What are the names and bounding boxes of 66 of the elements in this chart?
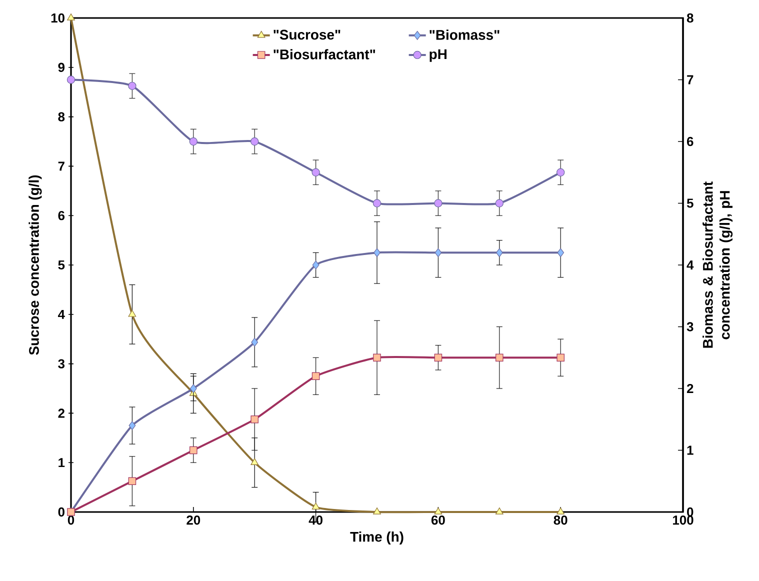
y2-tick-label: 1 bbox=[687, 446, 694, 455]
point bbox=[190, 446, 198, 454]
y2-tick-label: 0 bbox=[687, 507, 694, 517]
point bbox=[67, 14, 75, 20]
legend-label: "Sucrose" bbox=[274, 30, 340, 40]
x-tick-label: 40 bbox=[308, 516, 322, 525]
y2-tick-label: 4 bbox=[686, 260, 694, 270]
legend-label: pH bbox=[430, 49, 446, 62]
point bbox=[66, 76, 76, 84]
y-tick-label: 10 bbox=[51, 13, 64, 23]
x-axis-title: Time (h) bbox=[350, 532, 404, 545]
point bbox=[373, 354, 381, 362]
point bbox=[556, 354, 564, 362]
x-tick-label: 100 bbox=[673, 516, 694, 525]
point bbox=[250, 458, 259, 465]
point bbox=[372, 199, 382, 208]
point bbox=[434, 248, 442, 258]
point bbox=[312, 168, 320, 176]
x-tick-label: 60 bbox=[431, 516, 445, 525]
legend-label: "Biosurfactant" bbox=[274, 49, 376, 60]
point bbox=[373, 508, 381, 514]
y-tick-label: 8 bbox=[58, 112, 65, 122]
point bbox=[556, 168, 565, 176]
point bbox=[312, 260, 320, 270]
point bbox=[557, 248, 564, 258]
point bbox=[128, 82, 136, 90]
y-tick-label: 0 bbox=[58, 507, 64, 517]
y2-axis-title: Biomass & Biosurfactant concentration (g/l), pH bbox=[702, 181, 733, 348]
x-tick-label: 20 bbox=[186, 516, 200, 525]
point bbox=[434, 354, 442, 362]
y2-tick-label: 6 bbox=[686, 136, 694, 146]
y2-tick-label: 7 bbox=[687, 75, 694, 84]
point bbox=[189, 137, 198, 146]
y2-tick-label: 5 bbox=[686, 198, 694, 208]
point bbox=[128, 310, 136, 317]
point bbox=[312, 372, 320, 380]
x-tick-label: 80 bbox=[554, 516, 568, 525]
point bbox=[495, 508, 504, 514]
legend-label: "Biomass" bbox=[430, 30, 500, 40]
point bbox=[312, 502, 320, 510]
point bbox=[128, 421, 136, 430]
point bbox=[434, 199, 442, 208]
y-tick-label: 3 bbox=[58, 359, 65, 368]
point bbox=[251, 338, 258, 347]
y-tick-label: 7 bbox=[58, 162, 64, 171]
y2-tick-label: 2 bbox=[686, 384, 694, 394]
y-tick-label: 2 bbox=[58, 408, 64, 418]
y2-tick-label: 3 bbox=[686, 322, 694, 332]
y-tick-label: 1 bbox=[58, 458, 65, 468]
y-tick-label: 6 bbox=[58, 211, 65, 220]
point bbox=[190, 384, 197, 393]
point bbox=[374, 248, 380, 258]
y-axis-title: Sucrose concentration (g/l) bbox=[28, 175, 42, 355]
point bbox=[250, 415, 258, 424]
point bbox=[434, 508, 442, 514]
x-tick-label: 0 bbox=[68, 516, 74, 525]
point bbox=[496, 354, 504, 362]
point bbox=[495, 199, 504, 208]
y-tick-label: 5 bbox=[58, 260, 65, 270]
point bbox=[250, 137, 259, 146]
point bbox=[556, 508, 565, 514]
point bbox=[128, 477, 136, 486]
y2-tick-label: 8 bbox=[686, 13, 694, 23]
y-tick-label: 9 bbox=[58, 62, 65, 72]
y-tick-label: 4 bbox=[58, 310, 65, 319]
point bbox=[496, 248, 503, 258]
